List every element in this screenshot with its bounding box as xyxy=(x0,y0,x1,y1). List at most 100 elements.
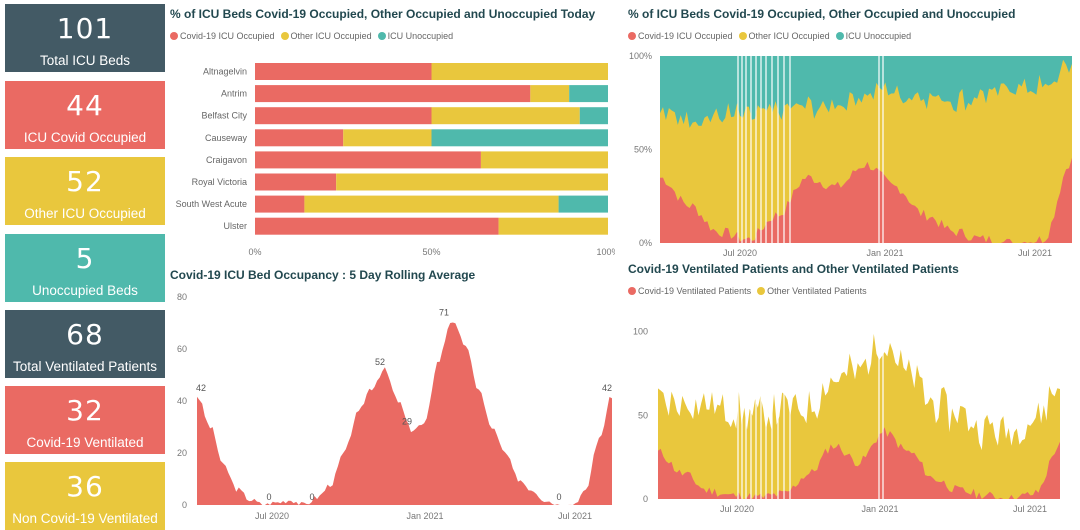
kpi-card: 36 Non Covid-19 Ventilated xyxy=(5,462,165,530)
legend-dot xyxy=(628,287,636,295)
kpi-label: Other ICU Occupied xyxy=(24,206,146,221)
legend-label: Other ICU Occupied xyxy=(748,31,830,41)
data-label: 71 xyxy=(439,307,449,317)
bar-segment xyxy=(343,129,432,147)
x-tick-label: Jul 2021 xyxy=(1013,504,1047,514)
x-tick-label: Jan 2021 xyxy=(866,248,903,258)
kpi-value: 44 xyxy=(66,89,104,122)
x-tick-label: Jan 2021 xyxy=(861,504,898,514)
bar-segment xyxy=(579,107,608,125)
legend-label: Other Ventilated Patients xyxy=(767,286,867,296)
icu-share-area-chart: 0% 50% 100% Jul 2020 Jan 2021 Jul 2021 xyxy=(629,51,1072,258)
rolling-average-chart: 0 20 40 60 80 42 0 0 52 29 71 0 42 Jul 2020 Jan 2021 Ju… xyxy=(177,292,612,521)
bar-segment xyxy=(431,63,608,80)
bar-segment xyxy=(255,107,432,125)
category-label: South West Acute xyxy=(176,199,247,209)
y-tick-label: 0 xyxy=(182,500,187,510)
x-tick-label: Jul 2021 xyxy=(558,511,592,521)
bar-segment xyxy=(480,151,608,169)
legend-dot xyxy=(738,32,747,40)
legend-dot xyxy=(170,32,178,40)
y-tick-label: 100 xyxy=(633,327,648,337)
data-label: 29 xyxy=(402,417,412,427)
category-label: Ulster xyxy=(223,221,247,231)
kpi-card: 68 Total Ventilated Patients xyxy=(5,310,165,378)
kpi-card: 52 Other ICU Occupied xyxy=(5,157,165,225)
legend-item: Covid-19 ICU Occupied xyxy=(628,31,733,41)
data-label: 0 xyxy=(556,492,561,502)
legend-ventilated: Covid-19 Ventilated Patients Other Ventil… xyxy=(628,286,873,296)
x-tick-label: Jul 2020 xyxy=(255,511,289,521)
chart-title-rolling: Covid-19 ICU Bed Occupancy : 5 Day Rolli… xyxy=(170,268,476,282)
data-label: 0 xyxy=(266,492,271,502)
kpi-label: Non Covid-19 Ventilated xyxy=(12,511,158,526)
bar-segment xyxy=(255,173,337,191)
data-label: 0 xyxy=(309,492,314,502)
data-label: 42 xyxy=(602,383,612,393)
legend-label: Covid-19 Ventilated Patients xyxy=(638,286,752,296)
kpi-card: 32 Covid-19 Ventilated xyxy=(5,386,165,454)
legend-label: ICU Unoccupied xyxy=(387,31,454,41)
kpi-label: Covid-19 Ventilated xyxy=(26,435,144,450)
category-label: Antrim xyxy=(221,89,247,99)
area-other-occupied xyxy=(660,59,1072,243)
area-covid-ventilated xyxy=(658,427,1060,499)
x-tick-label: Jan 2021 xyxy=(406,511,443,521)
legend-today: Covid-19 ICU Occupied Other ICU Occupied I… xyxy=(170,31,459,41)
y-tick-label: 50 xyxy=(638,410,648,420)
bar-segment xyxy=(530,85,570,103)
x-tick-label: 50% xyxy=(422,247,440,257)
y-tick-label: 100% xyxy=(629,51,652,61)
x-tick-label: 100% xyxy=(596,247,615,257)
chart-title-history: % of ICU Beds Covid-19 Occupied, Other O… xyxy=(628,7,1016,21)
legend-item: Covid-19 ICU Occupied xyxy=(170,31,275,41)
legend-item: Covid-19 Ventilated Patients xyxy=(628,286,751,296)
x-tick-label: Jul 2021 xyxy=(1018,248,1052,258)
kpi-value: 68 xyxy=(66,318,104,351)
y-tick-label: 80 xyxy=(177,292,187,302)
x-tick-label: Jul 2020 xyxy=(723,248,757,258)
bar-segment xyxy=(431,107,580,125)
legend-history: Covid-19 ICU Occupied Other ICU Occupied I… xyxy=(628,31,917,41)
area-other-ventilated xyxy=(658,333,1060,499)
category-label: Causeway xyxy=(205,133,248,143)
bar-segment xyxy=(255,217,499,235)
hospital-bar-chart: Altnagelvin Antrim Belfast City Causeway Cra… xyxy=(176,63,615,257)
category-label: Craigavon xyxy=(206,155,247,165)
rolling-area xyxy=(197,322,612,505)
kpi-value: 101 xyxy=(56,12,114,45)
y-tick-label: 40 xyxy=(177,396,187,406)
kpi-label: Total Ventilated Patients xyxy=(12,359,158,374)
y-tick-label: 20 xyxy=(177,448,187,458)
legend-dot xyxy=(377,32,386,40)
bar-segment xyxy=(255,63,432,80)
kpi-label: Unoccupied Beds xyxy=(32,283,138,298)
kpi-card: 101 Total ICU Beds xyxy=(5,4,165,72)
y-tick-label: 0 xyxy=(643,494,648,504)
kpi-value: 5 xyxy=(75,242,95,275)
kpi-value: 52 xyxy=(66,165,104,198)
category-label: Belfast City xyxy=(201,111,247,121)
chart-title-today: % of ICU Beds Covid-19 Occupied, Other O… xyxy=(170,7,596,21)
bar-segment xyxy=(569,85,608,103)
kpi-value: 36 xyxy=(66,470,104,503)
category-label: Royal Victoria xyxy=(192,177,247,187)
legend-label: Covid-19 ICU Occupied xyxy=(180,31,275,41)
legend-dot xyxy=(280,32,289,40)
ventilated-area-chart: 0 50 100 Jul 2020 Jan 2021 Jul 2021 xyxy=(633,315,1060,514)
bar-segment xyxy=(336,173,608,191)
legend-item: ICU Unoccupied xyxy=(377,31,454,41)
y-tick-label: 60 xyxy=(177,344,187,354)
legend-item: Other ICU Occupied xyxy=(280,31,372,41)
legend-label: Covid-19 ICU Occupied xyxy=(638,31,733,41)
bar-segment xyxy=(558,195,608,213)
kpi-label: Total ICU Beds xyxy=(39,53,131,68)
bar-segment xyxy=(255,129,344,147)
data-label: 42 xyxy=(196,383,206,393)
x-tick-label: Jul 2020 xyxy=(720,504,754,514)
bar-segment xyxy=(255,195,305,213)
legend-item: ICU Unoccupied xyxy=(835,31,912,41)
legend-label: ICU Unoccupied xyxy=(845,31,912,41)
data-label: 52 xyxy=(375,357,385,367)
bar-segment xyxy=(255,85,531,103)
